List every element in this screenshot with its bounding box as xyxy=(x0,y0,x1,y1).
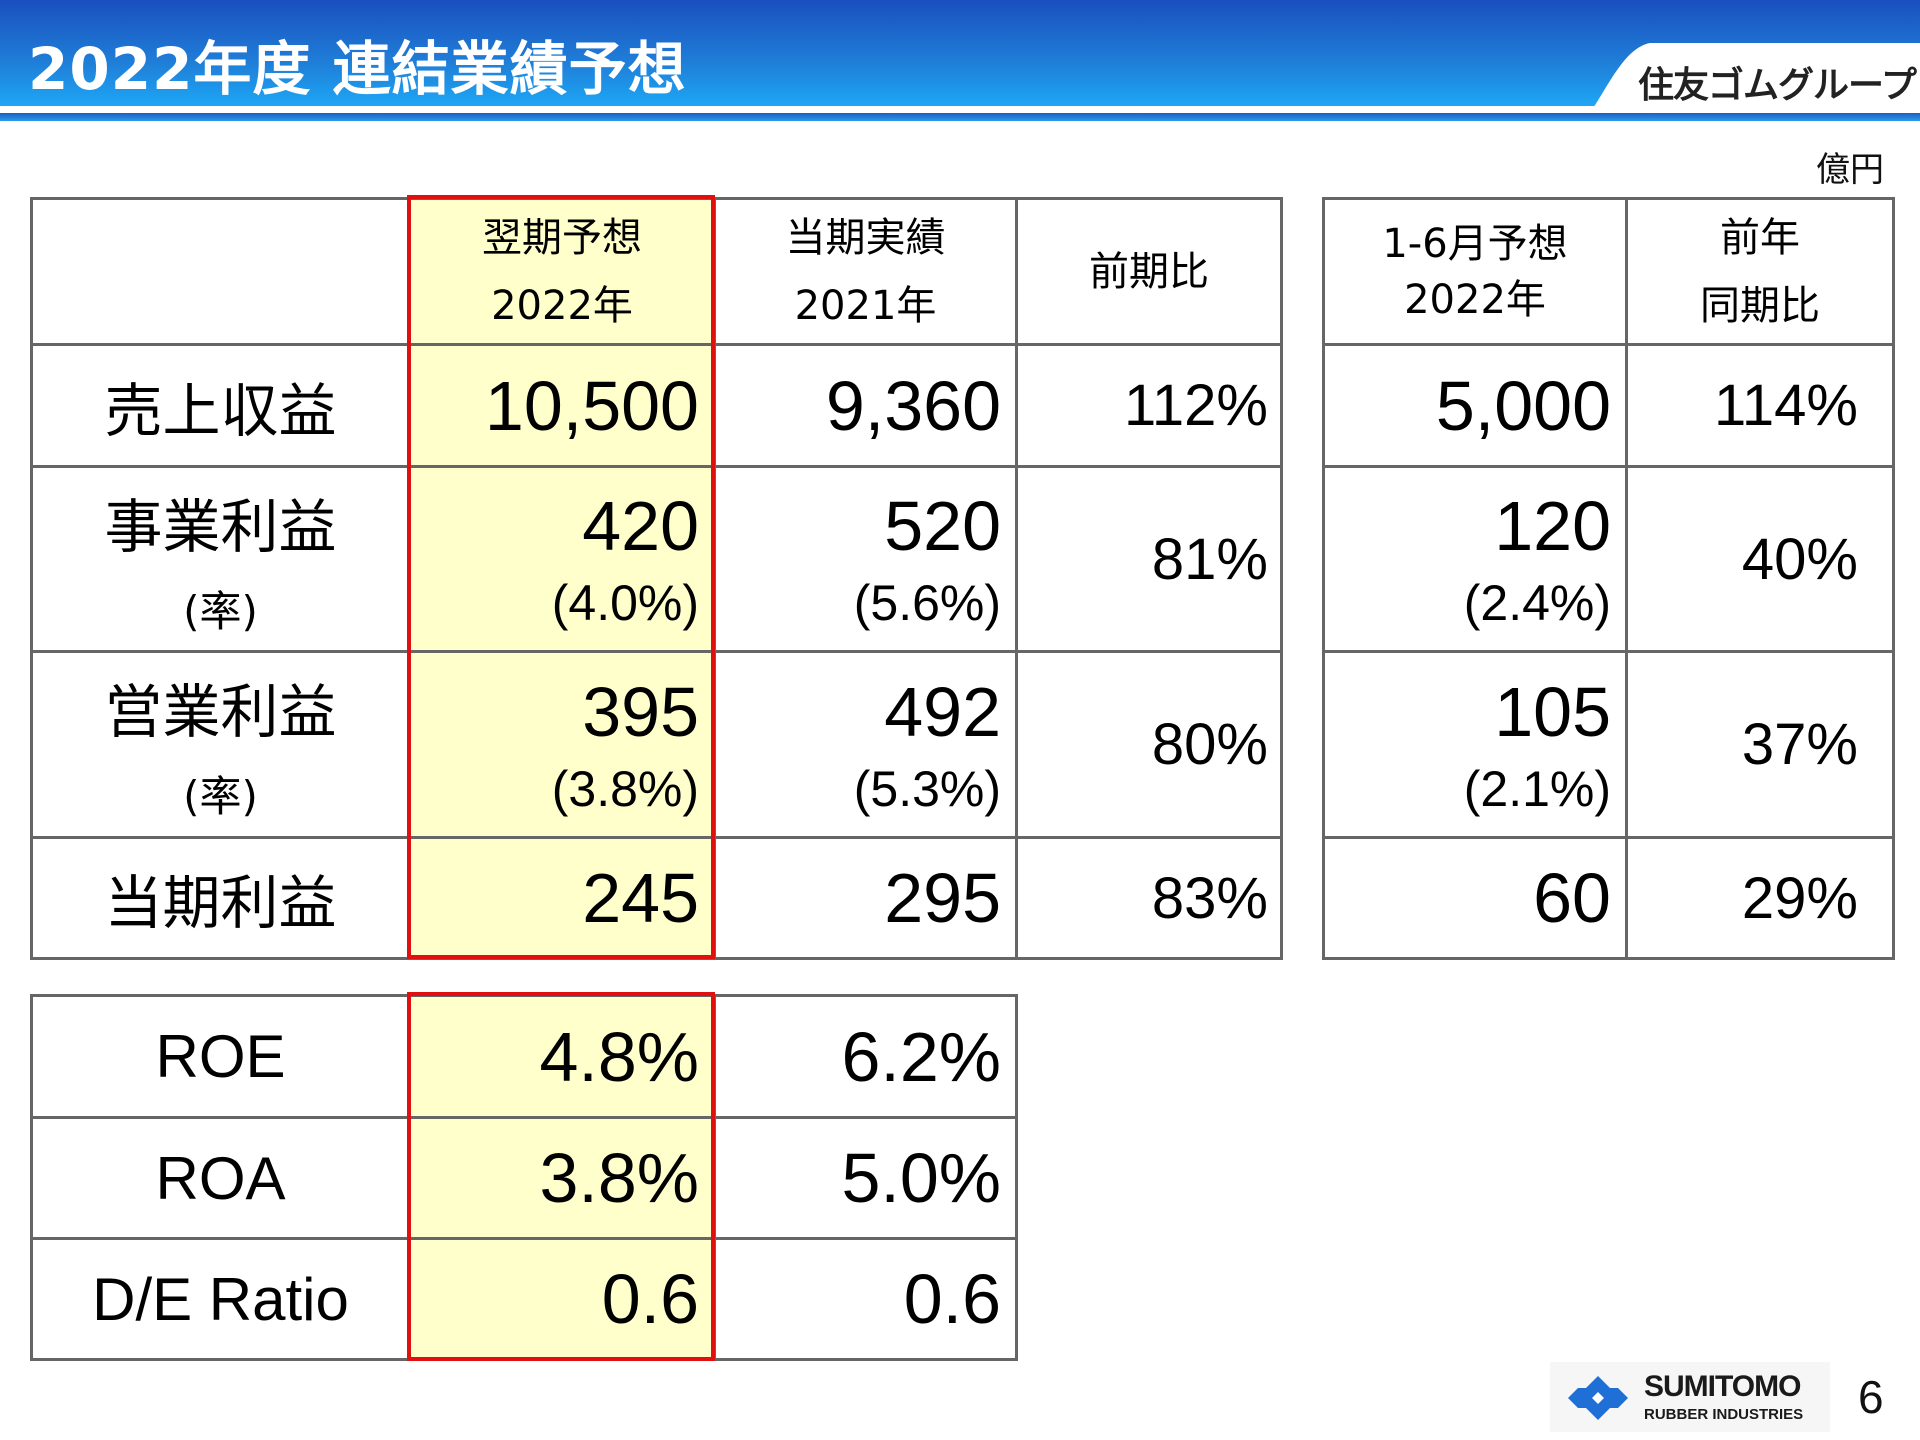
half-yoy-value: 37% xyxy=(1625,650,1895,839)
row-label: 売上収益 xyxy=(30,343,411,468)
header-forecast-line2: 2022年 xyxy=(491,282,633,329)
table-row: D/E Ratio 0.6 0.6 xyxy=(30,1237,1018,1361)
forecast-value: 10,500 xyxy=(408,343,716,468)
header-half-year-line2: 2022年 xyxy=(1404,276,1546,323)
header-actual-line2: 2021年 xyxy=(794,282,937,329)
actual-value: 9,360 xyxy=(713,343,1018,468)
yoy-value: 80% xyxy=(1015,650,1283,839)
table-header-row: 1-6月予想 2022年 前年 同期比 xyxy=(1322,197,1895,346)
actual-amount: 492 xyxy=(884,672,1001,751)
ratio-label: ROE xyxy=(30,994,411,1119)
row-label-sub: (率) xyxy=(183,772,258,821)
page-title: 2022年度 連結業績予想 xyxy=(28,35,687,103)
header-forecast: 翌期予想 2022年 xyxy=(408,197,716,346)
table-row: 105 (2.1%) 37% xyxy=(1322,650,1895,839)
header-half-yoy: 前年 同期比 xyxy=(1625,197,1895,346)
header-bar xyxy=(0,0,1920,106)
yoy-value: 81% xyxy=(1015,465,1283,653)
row-label-sub: (率) xyxy=(183,586,258,636)
actual-amount: 520 xyxy=(884,487,1001,565)
table-row: ROE 4.8% 6.2% xyxy=(30,994,1018,1119)
forecast-value: 395 (3.8%) xyxy=(408,650,716,839)
actual-value: 520 (5.6%) xyxy=(713,465,1018,653)
table-row: 営業利益 (率) 395 (3.8%) 492 (5.3%) 80% xyxy=(30,650,1283,839)
half-yoy-value: 114% xyxy=(1625,343,1895,468)
header-stripe xyxy=(0,113,1920,121)
group-name: 住友ゴムグループ xyxy=(1638,65,1917,106)
half-year-rate: (2.4%) xyxy=(1463,575,1611,631)
row-label: 当期利益 xyxy=(30,836,411,960)
table-header-row: 翌期予想 2022年 当期実績 2021年 前期比 xyxy=(30,197,1283,346)
forecast-rate: (4.0%) xyxy=(551,575,699,631)
header-yoy: 前期比 xyxy=(1015,197,1283,346)
actual-rate: (5.3%) xyxy=(853,760,1001,817)
actual-value: 492 (5.3%) xyxy=(713,650,1018,839)
unit-label: 億円 xyxy=(1816,150,1884,190)
header-actual-line1: 当期実績 xyxy=(785,214,946,261)
ratio-actual: 6.2% xyxy=(713,994,1018,1119)
row-label-main: 事業利益 xyxy=(104,492,337,561)
row-label: 営業利益 (率) xyxy=(30,650,411,839)
page-number: 6 xyxy=(1858,1371,1884,1423)
group-tab xyxy=(1590,43,1920,113)
forecast-amount: 395 xyxy=(582,672,699,751)
half-yoy-value: 29% xyxy=(1625,836,1895,960)
half-yoy-value: 40% xyxy=(1625,465,1895,653)
ratio-forecast: 4.8% xyxy=(408,994,716,1119)
ratio-actual: 5.0% xyxy=(713,1116,1018,1240)
ratio-forecast: 0.6 xyxy=(408,1237,716,1361)
forecast-amount: 420 xyxy=(582,487,699,565)
row-label-main: 営業利益 xyxy=(104,678,337,746)
header-forecast-line1: 翌期予想 xyxy=(482,214,642,261)
yoy-value: 83% xyxy=(1015,836,1283,960)
half-year-value: 60 xyxy=(1322,836,1628,960)
logo-wordmark: SUMITOMO xyxy=(1644,1370,1801,1403)
table-row: 120 (2.4%) 40% xyxy=(1322,465,1895,653)
table-row: 当期利益 245 295 83% xyxy=(30,836,1283,960)
table-row: 事業利益 (率) 420 (4.0%) 520 (5.6%) 81% xyxy=(30,465,1283,653)
table-row: ROA 3.8% 5.0% xyxy=(30,1116,1018,1240)
company-logo: SUMITOMO RUBBER INDUSTRIES xyxy=(1550,1362,1830,1432)
ratio-label: ROA xyxy=(30,1116,411,1240)
logo-subtitle: RUBBER INDUSTRIES xyxy=(1644,1406,1804,1423)
half-year-value: 5,000 xyxy=(1322,343,1628,468)
ratio-table: ROE 4.8% 6.2% ROA 3.8% 5.0% D/E Ratio 0.… xyxy=(30,994,1018,1361)
half-year-amount: 105 xyxy=(1494,672,1611,751)
half-year-rate: (2.1%) xyxy=(1463,760,1611,817)
header-divider xyxy=(0,106,1920,113)
ratio-forecast: 3.8% xyxy=(408,1116,716,1240)
table-row: 売上収益 10,500 9,360 112% xyxy=(30,343,1283,468)
yoy-value: 112% xyxy=(1015,343,1283,468)
diamond-logo-icon xyxy=(1568,1376,1628,1420)
actual-rate: (5.6%) xyxy=(853,575,1001,631)
header-half-year: 1-6月予想 2022年 xyxy=(1322,197,1628,346)
forecast-rate: (3.8%) xyxy=(551,760,699,817)
half-year-value: 120 (2.4%) xyxy=(1322,465,1628,653)
header-blank xyxy=(30,197,411,346)
forecast-value: 420 (4.0%) xyxy=(408,465,716,653)
table-row: 5,000 114% xyxy=(1322,343,1895,468)
half-year-table: 1-6月予想 2022年 前年 同期比 5,000 114% 120 (2.4%… xyxy=(1322,197,1895,960)
half-year-value: 105 (2.1%) xyxy=(1322,650,1628,839)
half-year-amount: 120 xyxy=(1494,487,1611,565)
header-half-year-line1: 1-6月予想 xyxy=(1382,220,1568,267)
row-label: 事業利益 (率) xyxy=(30,465,411,653)
table-row: 60 29% xyxy=(1322,836,1895,960)
actual-value: 295 xyxy=(713,836,1018,960)
forecast-table: 翌期予想 2022年 当期実績 2021年 前期比 売上収益 10,500 9,… xyxy=(30,197,1283,960)
header-half-yoy-line1: 前年 xyxy=(1720,214,1800,261)
ratio-label: D/E Ratio xyxy=(30,1237,411,1361)
ratio-actual: 0.6 xyxy=(713,1237,1018,1361)
header-half-yoy-line2: 同期比 xyxy=(1700,282,1820,329)
header-actual: 当期実績 2021年 xyxy=(713,197,1018,346)
forecast-value: 245 xyxy=(408,836,716,960)
